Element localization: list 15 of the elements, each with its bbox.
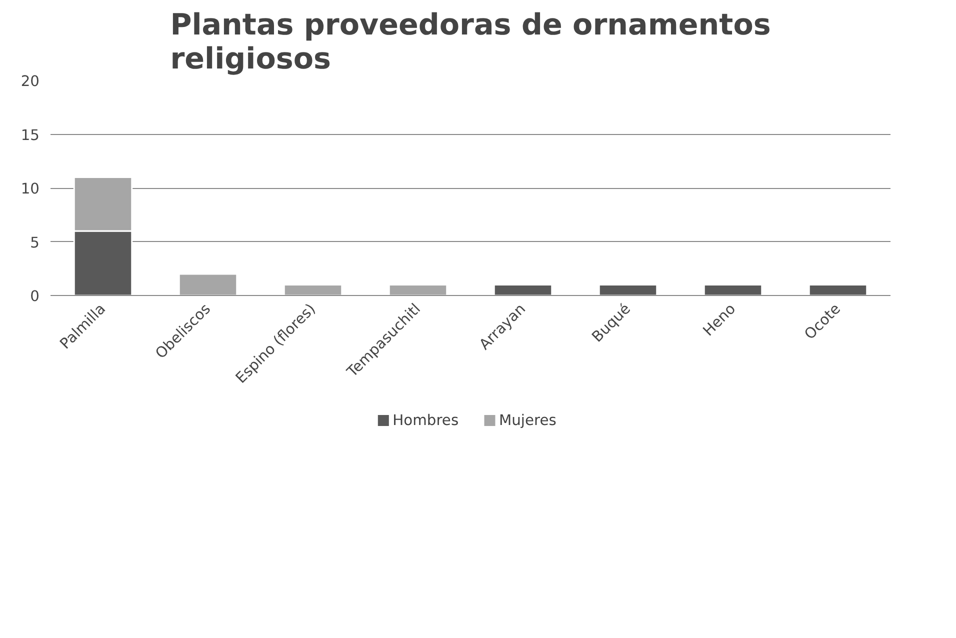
y-tick-label: 20	[20, 73, 40, 90]
bar	[178, 273, 238, 296]
y-tick-label: 10	[20, 180, 40, 198]
y-tick-label: 0	[30, 288, 40, 305]
bar	[493, 284, 553, 296]
legend-label: Hombres	[392, 412, 459, 429]
bar	[283, 284, 343, 296]
y-tick-label: 5	[30, 234, 40, 252]
chart-title: Plantas proveedoras de ornamentos religiosos	[170, 8, 771, 76]
bar	[808, 284, 868, 296]
bar	[388, 284, 448, 296]
bar	[598, 284, 658, 296]
legend-label: Mujeres	[498, 412, 556, 429]
y-tick-label: 15	[20, 126, 40, 144]
bar	[703, 284, 763, 296]
